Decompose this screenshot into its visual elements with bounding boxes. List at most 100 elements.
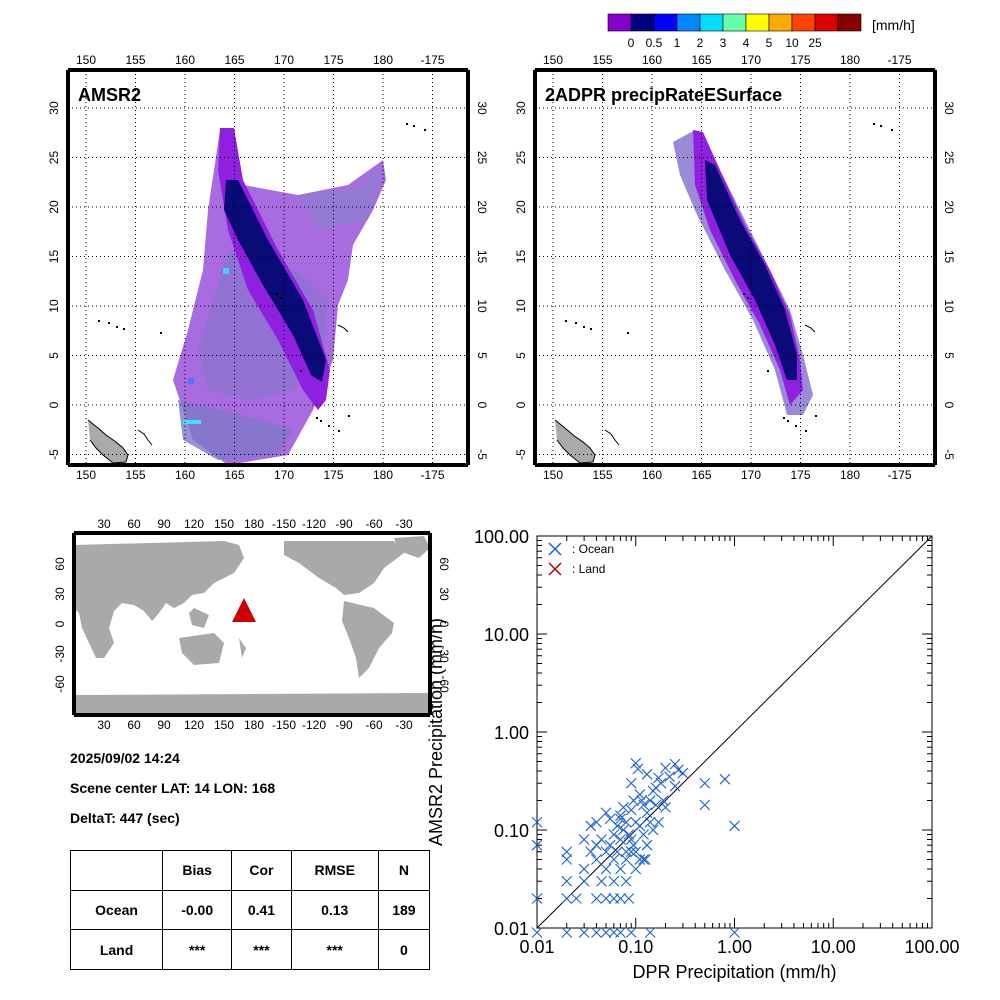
scatter-point — [596, 875, 607, 887]
eurasia-africa-land — [74, 541, 244, 658]
one-to-one-line — [536, 535, 933, 929]
lon-tick-label-bottom: 180 — [840, 468, 860, 482]
globe-lon-tick-bottom: -60 — [365, 718, 383, 732]
scatter-point — [644, 816, 656, 828]
stats-cell: *** — [290, 929, 379, 970]
lon-tick-label-top: 175 — [323, 53, 343, 67]
scatter-point — [561, 927, 573, 938]
lat-tick-label-left: 5 — [514, 352, 528, 359]
lat-tick-label-right: 10 — [942, 299, 956, 313]
lon-tick-label-bottom: 170 — [274, 468, 294, 482]
amsr2-map-panel: 1501501551551601601651651701701751751801… — [47, 53, 489, 482]
island-mark — [300, 370, 302, 372]
globe-lon-tick-top: 90 — [157, 517, 171, 531]
lat-tick-label-right: 30 — [475, 101, 489, 115]
island-mark — [575, 322, 577, 324]
lat-tick-label-left: -5 — [47, 449, 61, 460]
lon-tick-label-bottom: 165 — [691, 468, 711, 482]
colorbar-tick-label: 3 — [720, 36, 727, 50]
colorbar-labels: 0 0.5 1 2 3 4 5 10 25 — [628, 36, 822, 50]
scatter-point — [608, 854, 620, 865]
colorbar-tick-label: 4 — [743, 36, 750, 50]
coastline — [337, 324, 349, 333]
stats-row-land: Land *** *** *** 0 — [69, 929, 431, 970]
stats-row-ocean: Ocean -0.00 0.41 0.13 189 — [69, 889, 431, 931]
globe-lon-tick-bottom: -150 — [272, 718, 296, 732]
island-mark — [116, 326, 118, 328]
lat-tick-label-left: 5 — [47, 352, 61, 359]
colorbar-swatch — [791, 13, 816, 32]
lon-tick-label-top: 155 — [592, 53, 612, 67]
stats-header-row: Bias Cor RMSE N — [69, 850, 431, 891]
lon-tick-label-top: 170 — [274, 53, 294, 67]
scatter-point — [669, 780, 681, 792]
globe-lat-tick-right: 0 — [437, 621, 451, 628]
island-mark — [280, 297, 282, 299]
scatter-point — [561, 846, 573, 858]
globe-lon-tick-top: 60 — [127, 517, 141, 531]
lon-tick-label-bottom: 155 — [592, 468, 612, 482]
scatter-point — [634, 820, 646, 832]
globe-lat-tick-right: -30 — [437, 645, 451, 663]
lat-tick-label-right: 10 — [475, 299, 489, 313]
scatter-point — [578, 875, 590, 887]
x-tick-label: 10.00 — [811, 937, 856, 957]
lat-tick-label-right: 0 — [942, 402, 956, 409]
globe-lon-tick-top: -150 — [272, 517, 296, 531]
globe-lon-tick-top: -90 — [335, 517, 353, 531]
colorbar: 0 0.5 1 2 3 4 5 10 25 [mm/h] — [607, 13, 915, 50]
globe-lon-tick-bottom: 30 — [97, 718, 111, 732]
lat-tick-label-left: 10 — [47, 299, 61, 313]
scatter-point — [660, 802, 671, 813]
colorbar-tick-label: 25 — [808, 36, 822, 50]
map-title: 2ADPR precipRateESurface — [545, 85, 782, 105]
lat-tick-label-right: 15 — [942, 250, 956, 264]
datetime-text: 2025/09/02 14:24 — [70, 750, 180, 766]
island-mark — [873, 123, 875, 125]
scene-location-marker — [232, 598, 256, 622]
scatter-point — [699, 777, 711, 789]
scatter-point — [531, 893, 543, 904]
amsr2-swath-moderate — [178, 400, 293, 460]
lat-tick-label-left: 15 — [47, 250, 61, 264]
scatter-point — [591, 816, 602, 828]
map-title: AMSR2 — [78, 85, 141, 105]
island-mark — [743, 293, 745, 295]
scatter-point — [585, 846, 597, 858]
lon-tick-label-top: 170 — [741, 53, 761, 67]
scatter-point — [625, 834, 637, 845]
lon-tick-label-bottom: 150 — [76, 468, 96, 482]
island-mark — [320, 420, 322, 422]
scatter-point — [664, 771, 675, 783]
scatter-point — [628, 839, 639, 851]
lat-tick-label-right: 0 — [475, 402, 489, 409]
globe-lon-tick-bottom: 60 — [127, 718, 141, 732]
legend-label: : Land — [572, 562, 605, 576]
lon-tick-label-top: 165 — [691, 53, 711, 67]
scatter-point — [672, 764, 684, 776]
coastline — [554, 419, 596, 464]
amsr2-band-core — [224, 180, 326, 382]
scatter-point — [623, 893, 635, 904]
lat-tick-label-left: 15 — [514, 250, 528, 264]
lon-tick-label-top: 150 — [543, 53, 563, 67]
legend-marker — [548, 542, 562, 556]
island-mark — [413, 125, 415, 127]
scatter-point — [639, 854, 651, 865]
stats-cell: 0 — [377, 929, 431, 970]
island-mark — [123, 328, 125, 330]
legend-label: : Ocean — [572, 542, 614, 556]
colorbar-swatch — [676, 13, 701, 32]
lat-tick-label-right: 20 — [942, 200, 956, 214]
stats-header-cell: N — [377, 850, 431, 891]
south-america-land — [342, 601, 394, 678]
scatter-point — [531, 816, 543, 828]
scatter-point — [644, 795, 656, 806]
island-mark — [783, 417, 785, 419]
x-tick-label: 1.00 — [717, 937, 752, 957]
new-zealand-land — [239, 638, 246, 658]
island-mark — [627, 332, 629, 334]
amsr2-speck — [183, 420, 201, 424]
stats-cell: Ocean — [69, 889, 164, 931]
scatter-point — [615, 810, 626, 822]
